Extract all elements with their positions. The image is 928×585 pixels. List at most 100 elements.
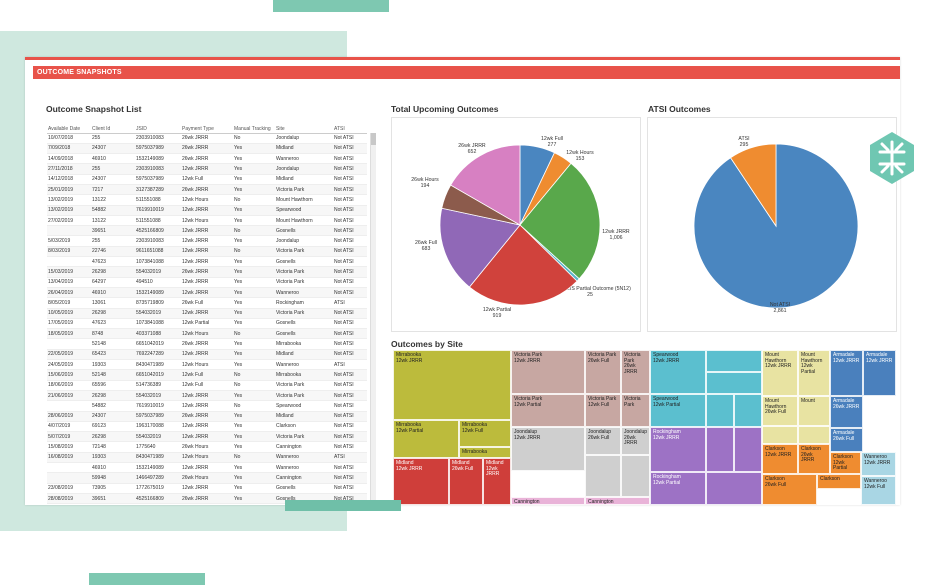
treemap-cell[interactable]: Victoria Park 12wk Partial <box>511 394 585 427</box>
treemap-cell[interactable]: Mount Hawthorn 12wk Partial <box>798 350 830 396</box>
treemap-cell[interactable]: Spearwood 12wk JRRR <box>650 350 706 394</box>
treemap-cell[interactable]: Mirrabooka 12wk Full <box>459 420 511 447</box>
column-header[interactable]: Site <box>275 119 333 134</box>
treemap-cell[interactable]: Mount <box>798 396 830 426</box>
treemap-cell[interactable] <box>621 455 650 497</box>
treemap-cell[interactable]: Joondalup 12wk JRRR <box>511 427 585 471</box>
pie-slice[interactable] <box>468 224 578 306</box>
column-header[interactable]: Available Date <box>47 119 91 134</box>
treemap-cell[interactable]: Victoria Park <box>621 394 650 427</box>
treemap-cell[interactable]: Victoria Park 12wk JRRR <box>511 350 585 394</box>
treemap-cell[interactable] <box>706 350 762 372</box>
treemap-cell[interactable]: Clarkson 26wk Full <box>762 474 817 505</box>
table-row[interactable]: 8/03/2019 22746 9611651088 12wk JRRR No Victo… <box>47 246 367 258</box>
treemap-cell[interactable]: Armadale 26wk JRRR <box>830 396 863 428</box>
treemap-cell[interactable] <box>585 455 621 497</box>
table-cell: 1532149089 <box>135 287 181 299</box>
pie-slice[interactable] <box>439 207 521 288</box>
treemap-cell[interactable]: Clarkson <box>817 474 861 489</box>
table-row[interactable]: 8/05/2019 13061 8735719809 26wk Full Yes Rock… <box>47 297 367 309</box>
treemap-cell[interactable]: Cannington <box>511 497 585 505</box>
treemap-cell[interactable]: Victoria Park 12wk Full <box>585 394 621 427</box>
table-row[interactable]: 39651 4525166809 12wk JRRR No Gosnells Not AT… <box>47 225 367 237</box>
table-row[interactable]: 27/02/2019 13122 511551088 12wk Hours Yes Mou… <box>47 215 367 227</box>
table-row[interactable]: 59948 1466497289 26wk Hours Yes Cannington No… <box>47 472 367 484</box>
table-cell: Yes <box>233 205 275 216</box>
treemap-cell[interactable]: Mirrabooka 12wk JRRR <box>393 350 511 420</box>
table-row[interactable]: 21/06/2019 26298 554032019 12wk JRRR Yes Vict… <box>47 390 367 402</box>
table-row[interactable]: 13/02/2019 54882 7619910019 12wk JRRR Yes Spe… <box>47 205 367 216</box>
table-scrollbar[interactable] <box>370 133 376 505</box>
treemap-cell[interactable] <box>734 427 762 472</box>
table-row[interactable]: 27/11/2018 255 2303910083 12wk JRRR Yes Joond… <box>47 163 367 175</box>
treemap-cell[interactable] <box>706 372 762 394</box>
table-row[interactable]: 16/08/2019 19303 8430471989 12wk Hours No Wan… <box>47 452 367 464</box>
table-row[interactable]: 23/08/2019 73905 1772675019 12wk JRRR Yes Gos… <box>47 483 367 494</box>
table-row[interactable]: 5/03/2019 255 2303910083 12wk JRRR Yes Joonda… <box>47 235 367 247</box>
table-row[interactable]: 14/09/2018 46910 1532149089 26wk JRRR Yes Wan… <box>47 153 367 165</box>
table-row[interactable]: 17/05/2019 47623 1073841088 12wk Partial Yes… <box>47 318 367 330</box>
scrollbar-thumb[interactable] <box>371 133 376 145</box>
column-header[interactable]: Manual Tracking <box>233 119 275 134</box>
treemap-cell[interactable]: Cannington <box>585 497 650 505</box>
treemap-cell[interactable]: Victoria Park 26wk JRRR <box>621 350 650 394</box>
treemap-cell[interactable]: Spearwood 12wk Partial <box>650 394 706 427</box>
treemap-cell[interactable]: Armadale 26wk Full <box>830 428 863 452</box>
table-row[interactable]: 25/01/2019 7217 3127387289 26wk JRRR Yes Vict… <box>47 184 367 196</box>
treemap-cell[interactable]: Rockingham 12wk Partial <box>650 472 706 505</box>
treemap-cell[interactable] <box>706 394 734 427</box>
treemap-cell[interactable] <box>798 426 830 444</box>
treemap-cell[interactable] <box>706 427 734 472</box>
treemap-cell[interactable]: Clarkson 12wk Partial <box>830 452 861 474</box>
table-row[interactable]: 18/05/2019 8748 403371088 12wk Hours No Gosne… <box>47 328 367 340</box>
pie-slice[interactable] <box>450 144 521 226</box>
treemap-cell[interactable]: Armadale 12wk JRRR <box>830 350 863 396</box>
treemap-cell[interactable]: Joondalup 26wk JRRR <box>621 427 650 455</box>
table-row[interactable]: 10/07/2018 255 2303910083 26wk JRRR No Joonda… <box>47 133 367 144</box>
column-header[interactable]: ATSI <box>333 119 367 134</box>
table-row[interactable]: 4/07/2019 69123 1963170088 12wk JRRR Yes Clar… <box>47 421 367 433</box>
table-cell: 17/05/2019 <box>47 318 91 330</box>
treemap-cell[interactable]: Victoria Park 26wk Full <box>585 350 621 394</box>
treemap-cell[interactable]: Mirrabooka <box>459 447 511 458</box>
treemap-cell[interactable]: Clarkson 26wk JRRR <box>798 444 830 474</box>
table-row[interactable]: 28/06/2019 24307 5975037989 26wk JRRR Yes Mid… <box>47 411 367 422</box>
treemap-cell[interactable]: Rockingham 12wk JRRR <box>650 427 706 472</box>
table-row[interactable]: 15/08/2019 72148 1775640 26wk Hours Yes Canni… <box>47 441 367 453</box>
table-row[interactable]: 26/04/2019 46910 1532149089 12wk JRRR Yes Wan… <box>47 287 367 299</box>
treemap-cell[interactable] <box>734 394 762 427</box>
table-row[interactable]: 10/05/2019 26298 554032019 12wk JRRR Yes Vict… <box>47 308 367 319</box>
table-row[interactable]: 47623 1073841088 12wk JRRR Yes Gosnells Not A… <box>47 256 367 268</box>
treemap-cell[interactable]: Clarkson 12wk JRRR <box>762 444 798 474</box>
table-row[interactable]: 22/05/2019 65423 7692247289 12wk JRRR Yes Mid… <box>47 349 367 361</box>
table-row[interactable]: 13/04/2019 64297 494510 12wk JRRR Yes Victori… <box>47 277 367 288</box>
column-header[interactable]: Payment Type <box>181 119 233 134</box>
treemap-cell[interactable]: Wanneroo 12wk JRRR <box>861 452 896 476</box>
column-header[interactable]: JSID <box>135 119 181 134</box>
table-row[interactable]: 52148 6651042019 26wk JRRR Yes Mirrabooka Not… <box>47 338 367 350</box>
table-row[interactable]: 18/06/2019 65596 514736389 12wk Full No Victo… <box>47 380 367 391</box>
treemap-cell[interactable]: Mount Hawthorn 12wk JRRR <box>762 350 798 396</box>
pie-slice[interactable] <box>519 162 601 280</box>
table-row[interactable]: 14/12/2018 24307 5975037989 12wk Full Yes Mid… <box>47 174 367 185</box>
treemap-cell[interactable]: Midland 26wk Full <box>449 458 483 505</box>
table-row[interactable]: 15/06/2019 52148 6651042019 12wk Full No Mirr… <box>47 369 367 381</box>
treemap-cell[interactable] <box>706 472 762 505</box>
pie-slice[interactable] <box>730 143 777 228</box>
table-row[interactable]: 15/03/2019 26298 554032019 26wk JRRR Yes Vict… <box>47 266 367 278</box>
treemap-cell[interactable]: Mount Hawthorn 26wk Full <box>762 396 798 426</box>
treemap-cell[interactable]: Midland 12wk JRRR <box>483 458 511 505</box>
treemap-cell[interactable]: Midland 12wk JRRR <box>393 458 449 505</box>
table-row[interactable]: 46910 1532149089 12wk JRRR Yes Wanneroo Not A… <box>47 462 367 474</box>
table-row[interactable]: 7/09/2018 24307 5975037989 26wk JRRR Yes Midl… <box>47 143 367 155</box>
treemap-cell[interactable]: Armadale 12wk JRRR <box>863 350 896 396</box>
treemap-cell[interactable]: Wanneroo 12wk Full <box>861 476 896 505</box>
table-row[interactable]: 24/05/2019 19303 8430471989 12wk Hours Yes Wa… <box>47 359 367 371</box>
treemap-cell[interactable] <box>762 426 798 444</box>
treemap-cell[interactable]: Mirrabooka 12wk Partial <box>393 420 459 458</box>
column-header[interactable]: Client Id <box>91 119 135 134</box>
treemap-cell[interactable]: Joondalup 26wk Full <box>585 427 621 455</box>
table-row[interactable]: 5/07/2019 26298 554032019 12wk JRRR Yes Victo… <box>47 431 367 443</box>
table-row[interactable]: 54882 7619910019 12wk JRRR No Spearwood Not A… <box>47 400 367 412</box>
table-row[interactable]: 13/02/2019 13122 511551088 12wk Hours No Moun… <box>47 194 367 206</box>
